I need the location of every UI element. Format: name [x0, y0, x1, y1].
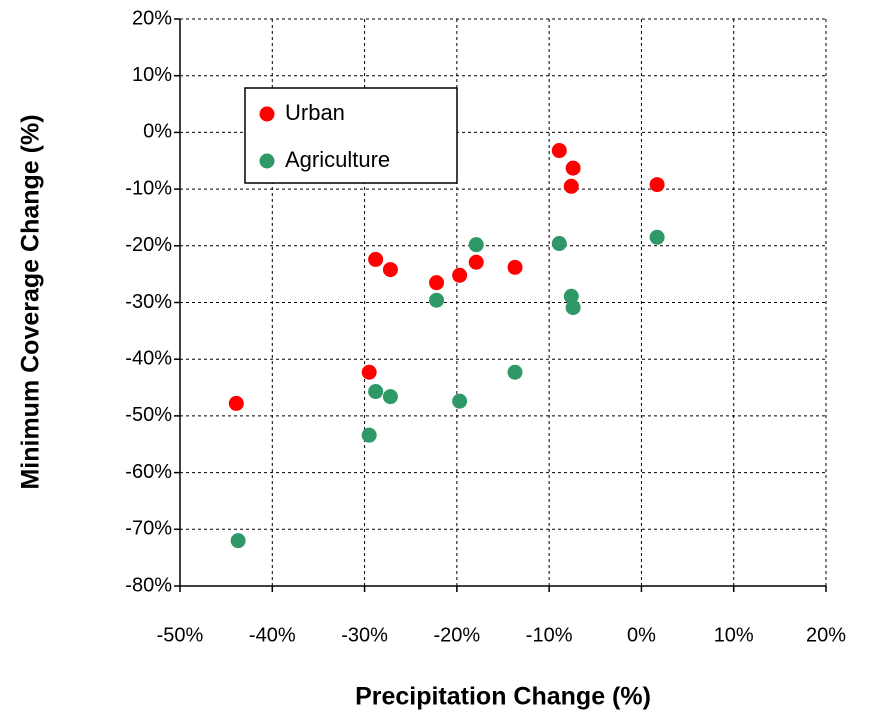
point [565, 300, 581, 316]
point [563, 288, 579, 304]
x-tick-label: -20% [434, 624, 481, 646]
x-tick-label: -40% [249, 624, 296, 646]
point [452, 267, 468, 283]
y-tick-label: 0% [143, 121, 172, 143]
point [551, 143, 567, 159]
x-tick-label: 0% [627, 624, 656, 646]
point [368, 384, 384, 400]
legend-marker [259, 106, 275, 122]
y-tick-label: -40% [125, 347, 172, 369]
point [429, 292, 445, 308]
point [507, 259, 523, 275]
x-tick-label: 20% [806, 624, 846, 646]
y-tick-label: -10% [125, 177, 172, 199]
y-tick-label: 10% [132, 64, 172, 86]
legend-label: Urban [285, 100, 345, 125]
point [468, 237, 484, 253]
point [649, 177, 665, 193]
legend-label: Agriculture [285, 147, 390, 172]
y-tick-label: -30% [125, 291, 172, 313]
point [361, 364, 377, 380]
y-tick-label: -50% [125, 404, 172, 426]
point [565, 160, 581, 176]
legend-box [244, 87, 458, 184]
point [361, 427, 377, 443]
x-tick-label: -30% [341, 624, 388, 646]
point [551, 236, 567, 252]
x-tick-label: 10% [714, 624, 754, 646]
point [382, 389, 398, 405]
point [452, 393, 468, 409]
point [230, 533, 246, 549]
x-axis-title: Precipitation Change (%) [355, 683, 651, 711]
point [649, 229, 665, 245]
y-tick-label: -60% [125, 461, 172, 483]
y-tick-label: -20% [125, 234, 172, 256]
point [382, 262, 398, 278]
y-tick-label: -70% [125, 518, 172, 540]
x-tick-label: -50% [157, 624, 204, 646]
legend-marker [259, 153, 275, 169]
x-tick-label: -10% [526, 624, 573, 646]
point [468, 254, 484, 270]
y-tick-label: 20% [132, 7, 172, 29]
point [507, 364, 523, 380]
point [563, 178, 579, 194]
point [429, 275, 445, 291]
y-tick-label: -80% [125, 574, 172, 596]
point [228, 395, 244, 411]
point [368, 251, 384, 267]
y-axis-title: Minimum Coverage Change (%) [17, 114, 45, 489]
